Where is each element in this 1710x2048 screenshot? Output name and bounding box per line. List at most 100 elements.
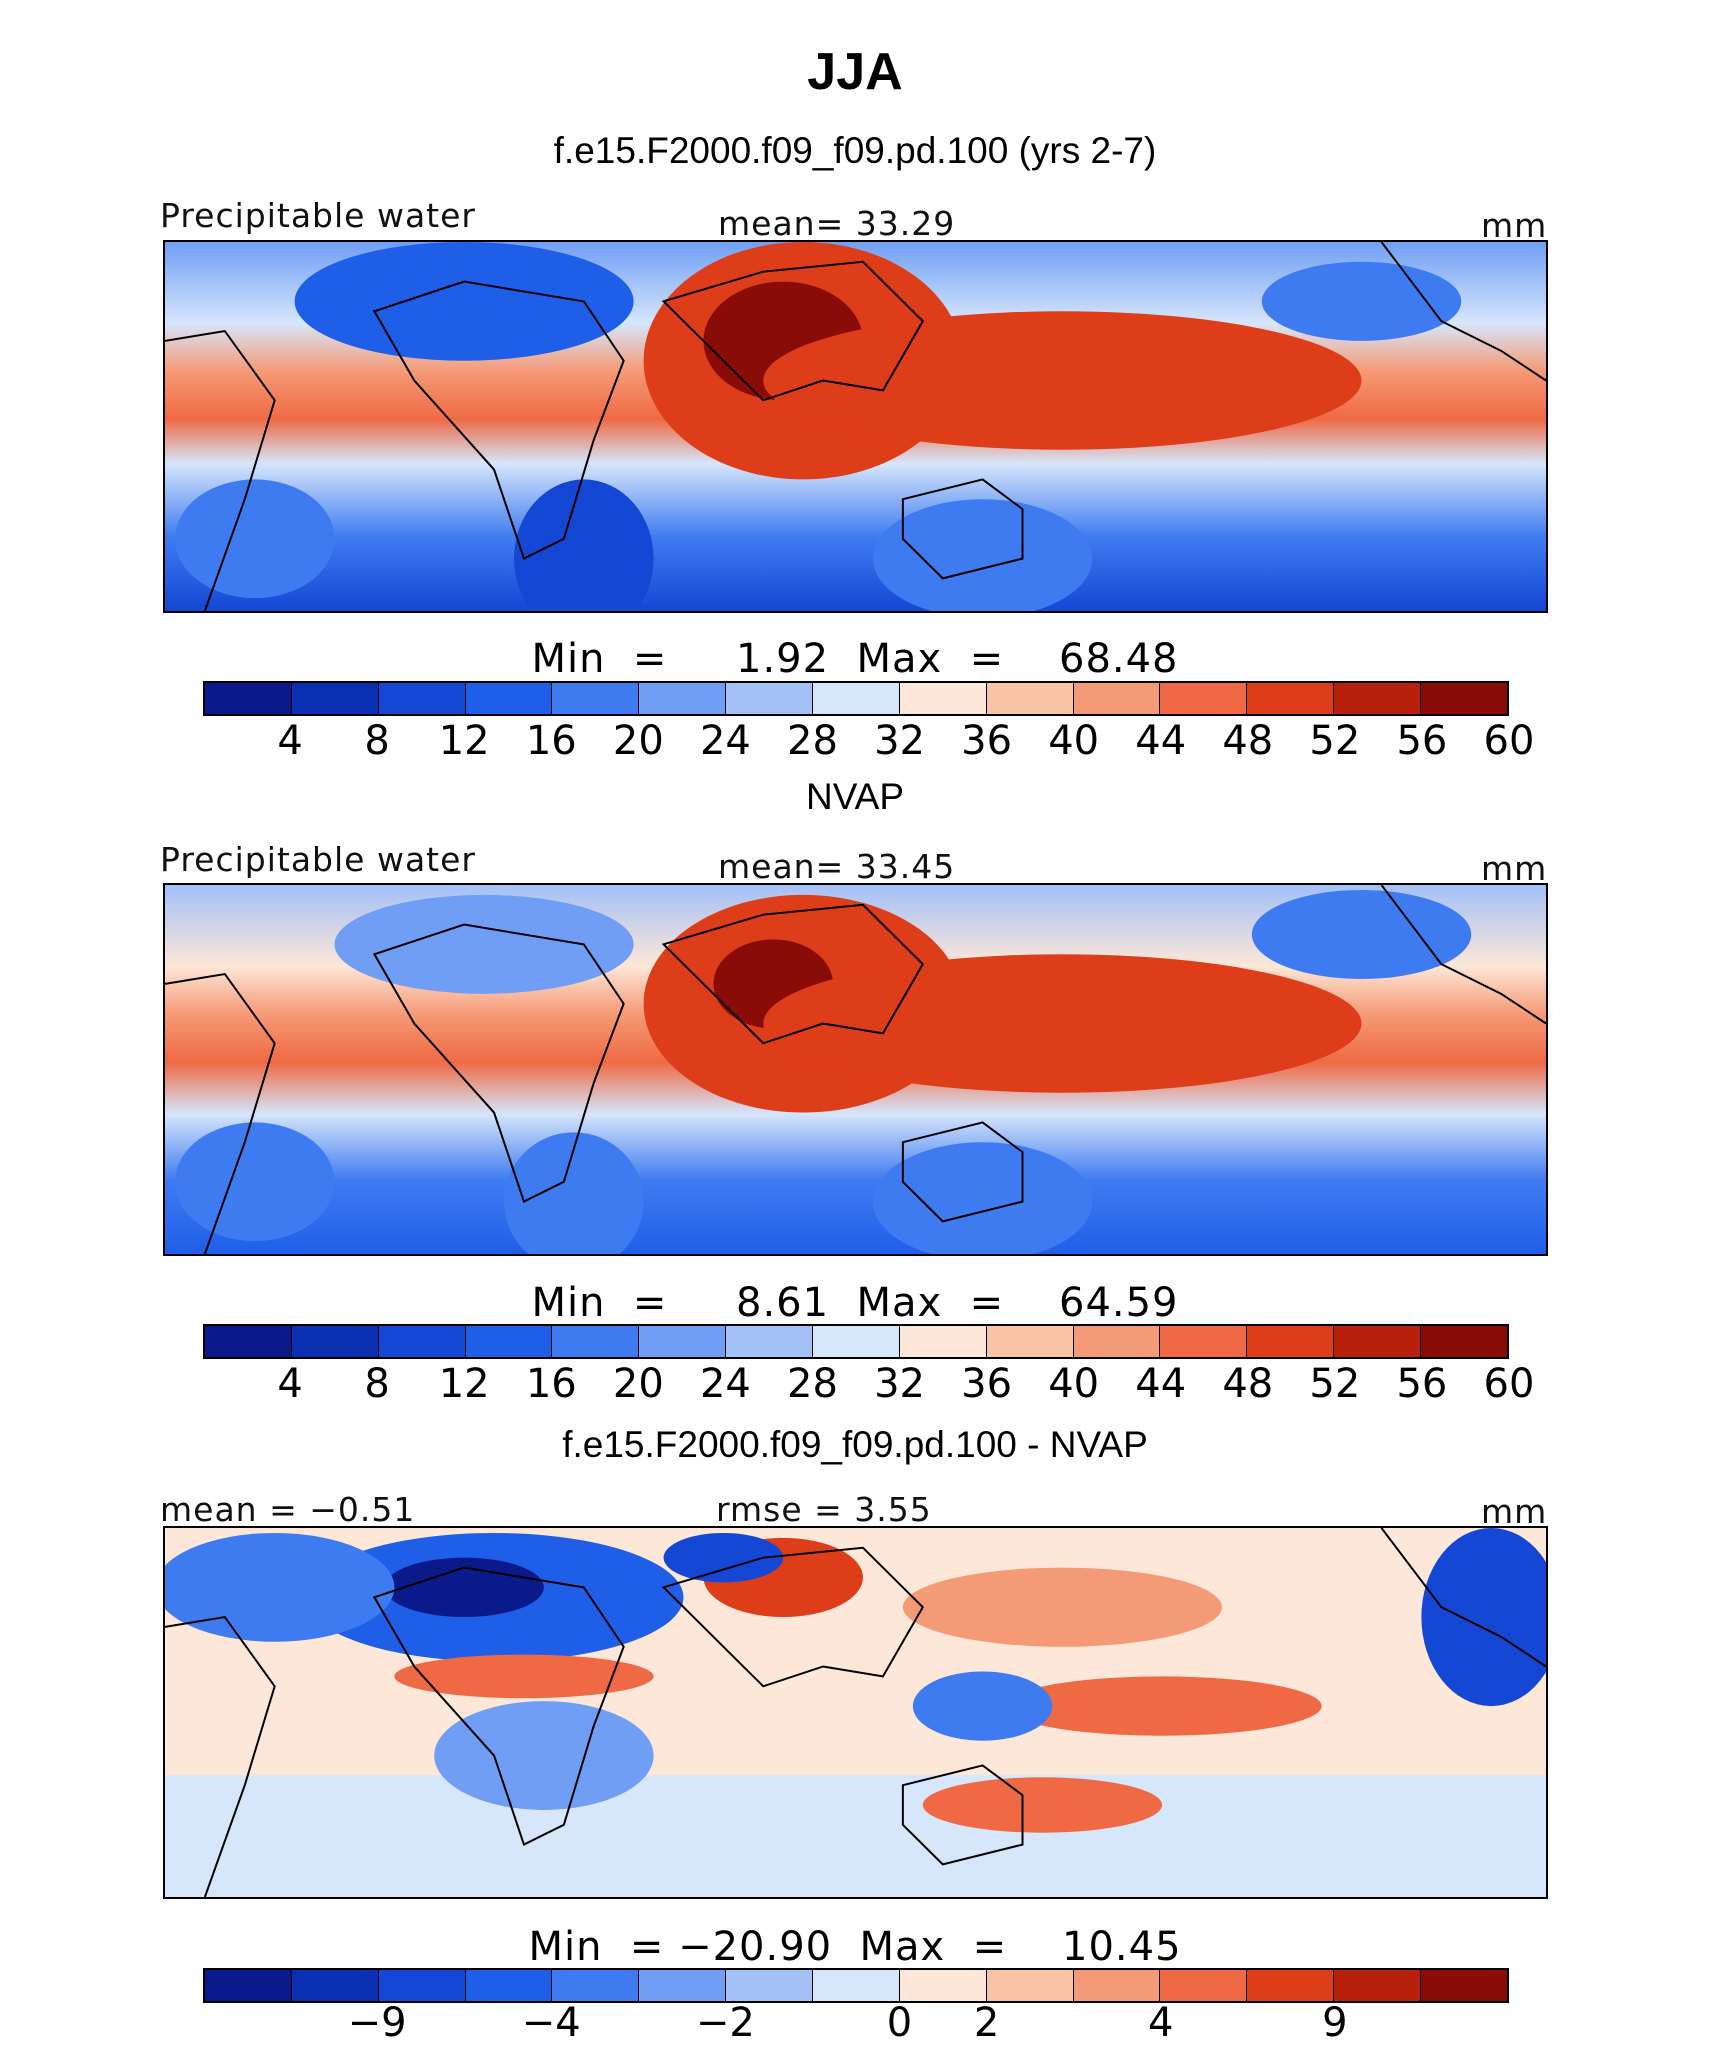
panel1-minmax: Min = 1.92 Max = 68.48 (531, 636, 1179, 682)
colorbar-swatch (291, 1970, 379, 2001)
colorbar-swatch (378, 683, 466, 714)
panel2-namerica-coast (1380, 885, 1546, 1025)
panel2-colorbar-ticks: 4 8 12 16 20 24 28 32 36 40 44 48 52 56 60 (203, 1361, 1534, 1409)
panel2-australia-coast (901, 1121, 1024, 1223)
panel1-variable-label: Precipitable water (160, 196, 476, 235)
panel2-colorbar (203, 1324, 1509, 1359)
colorbar-tick-label: 28 (787, 1361, 838, 1407)
colorbar-tick-label: 24 (699, 718, 751, 764)
colorbar-swatch (1160, 1326, 1248, 1357)
colorbar-swatch (726, 683, 814, 714)
panel3-namerica-neg (1421, 1528, 1546, 1707)
panel3-units-label: mm (1481, 1492, 1548, 1531)
panel3-spcz-pos (922, 1777, 1163, 1833)
colorbar-swatch (986, 1970, 1074, 2001)
panel3-minmax: Min = −20.90 Max = 10.45 (528, 1924, 1182, 1970)
panel3-tibet-neg (663, 1532, 784, 1583)
colorbar-swatch (205, 683, 292, 714)
colorbar-swatch (205, 1970, 292, 2001)
panel1-australia-dry (872, 499, 1093, 611)
panel1-samerica-coast (165, 329, 276, 611)
colorbar-swatch (639, 1970, 727, 2001)
colorbar-tick-label: 32 (874, 718, 925, 764)
colorbar-tick-label: 52 (1309, 718, 1361, 764)
colorbar-tick-label: 2 (973, 2000, 1000, 2046)
colorbar-swatch (552, 1970, 640, 2001)
colorbar-swatch (813, 1970, 900, 2001)
colorbar-tick-label: 4 (277, 1361, 303, 1407)
panel3-maritime-neg (912, 1671, 1053, 1741)
panel1-units-label: mm (1481, 206, 1548, 245)
colorbar-swatch (291, 1326, 379, 1357)
colorbar-tick-label: 20 (612, 718, 664, 764)
colorbar-swatch (1160, 1970, 1248, 2001)
panel1-namerica-coast (1380, 242, 1546, 382)
colorbar-swatch (1247, 683, 1335, 714)
colorbar-swatch (899, 683, 987, 714)
colorbar-swatch (899, 1970, 987, 2001)
colorbar-swatch (552, 1326, 640, 1357)
colorbar-swatch (986, 1326, 1074, 1357)
panel3-colorbar-ticks: −9 −4 −2 0 2 4 9 (203, 2000, 1509, 2048)
colorbar-tick-label: −4 (521, 2000, 581, 2046)
panel3-africa-coast (372, 1566, 625, 1846)
panel2-mean-label: mean= 33.45 (718, 847, 956, 886)
colorbar-swatch (1334, 1970, 1422, 2001)
colorbar-tick-label: 48 (1222, 1361, 1274, 1407)
panel1-africa-coast (372, 280, 625, 560)
panel2-map-svg (165, 885, 1546, 1254)
panel1-asia-coast (661, 260, 925, 402)
colorbar-swatch (813, 1326, 900, 1357)
colorbar-swatch (1073, 1970, 1161, 2001)
colorbar-tick-label: 40 (1048, 718, 1100, 764)
panel1-map (163, 240, 1548, 613)
colorbar-tick-label: 60 (1483, 1361, 1535, 1407)
colorbar-tick-label: 4 (277, 718, 303, 764)
panel3-title: f.e15.F2000.f09_f09.pd.100 - NVAP (562, 1424, 1148, 1465)
colorbar-swatch (1073, 1326, 1161, 1357)
panel2-sahara-dry (334, 894, 634, 994)
colorbar-tick-label: 20 (612, 1361, 664, 1407)
panel3-sahel-pos (394, 1654, 654, 1699)
colorbar-tick-label: 32 (874, 1361, 925, 1407)
panel2-map (163, 883, 1548, 1256)
panel2-minmax: Min = 8.61 Max = 64.59 (531, 1280, 1179, 1326)
colorbar-tick-label: 56 (1396, 1361, 1448, 1407)
colorbar-tick-label: 48 (1222, 718, 1274, 764)
panel3-samerica-coast (165, 1615, 276, 1897)
panel3-colorbar (203, 1968, 1509, 2003)
panel3-atlantic-neg (165, 1532, 395, 1642)
colorbar-tick-label: 4 (1147, 2000, 1174, 2046)
colorbar-swatch (465, 1326, 553, 1357)
colorbar-tick-label: 16 (525, 1361, 577, 1407)
colorbar-tick-label: 8 (364, 1361, 390, 1407)
panel1-title: f.e15.F2000.f09_f09.pd.100 (yrs 2-7) (553, 130, 1157, 171)
colorbar-tick-label: −9 (347, 2000, 407, 2046)
colorbar-swatch (726, 1970, 814, 2001)
figure-title: JJA (807, 43, 903, 101)
panel2-asia-coast (661, 903, 925, 1045)
panel1-npacific-dry (1261, 261, 1462, 341)
colorbar-swatch (465, 683, 553, 714)
colorbar-swatch (1073, 683, 1161, 714)
colorbar-swatch (465, 1970, 553, 2001)
panel3-asia-coast (661, 1546, 925, 1688)
colorbar-swatch (1247, 1326, 1335, 1357)
panel3-australia-coast (901, 1764, 1024, 1866)
colorbar-tick-label: 56 (1396, 718, 1448, 764)
colorbar-swatch (1334, 1326, 1422, 1357)
colorbar-tick-label: 28 (787, 718, 838, 764)
panel2-australia-dry (872, 1142, 1093, 1254)
colorbar-swatch (1421, 1326, 1507, 1357)
colorbar-swatch (1247, 1970, 1335, 2001)
colorbar-tick-label: 12 (438, 1361, 490, 1407)
colorbar-swatch (813, 683, 900, 714)
panel3-itcz-pos (1002, 1676, 1322, 1736)
panel2-africa-coast (372, 923, 625, 1203)
panel1-safrica-dry (514, 479, 654, 611)
panel1-colorbar (203, 681, 1509, 716)
colorbar-swatch (291, 683, 379, 714)
colorbar-tick-label: 36 (961, 718, 1013, 764)
colorbar-tick-label: 24 (699, 1361, 751, 1407)
panel3-npacific-pos (902, 1567, 1222, 1647)
